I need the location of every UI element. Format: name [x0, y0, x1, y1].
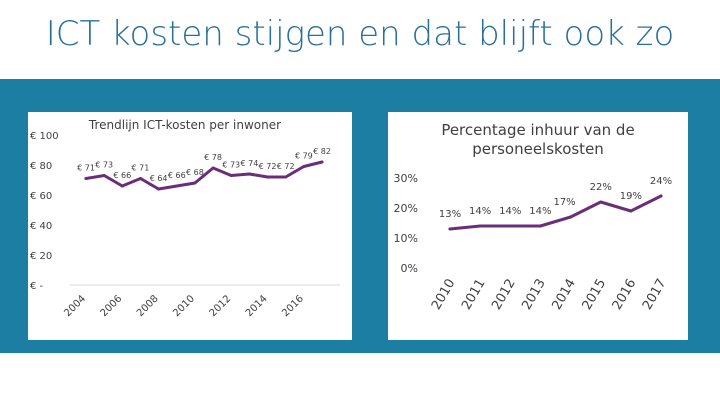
- data-point: [266, 175, 270, 179]
- hire-percentage-chart-panel: Percentage inhuur van de personeelskosten…: [388, 112, 688, 340]
- data-point: [157, 187, 161, 191]
- x-tick-label: 2011: [459, 277, 489, 313]
- y-tick-label: € 100: [30, 131, 59, 142]
- data-label: € 82: [313, 147, 331, 156]
- ict-cost-chart-panel: Trendlijn ICT-kosten per inwoner € - € 20…: [28, 112, 352, 340]
- x-tick-label: 2017: [640, 277, 670, 313]
- data-label: € 71: [77, 164, 95, 173]
- chart-title: Trendlijn ICT-kosten per inwoner: [88, 118, 281, 132]
- data-label: € 74: [240, 159, 258, 168]
- hire-percentage-chart: Percentage inhuur van de personeelskosten…: [394, 121, 673, 313]
- x-tick-label: 2014: [549, 277, 579, 313]
- data-label: 17%: [553, 197, 575, 208]
- data-point: [599, 200, 603, 204]
- y-tick-label: 10%: [394, 232, 418, 245]
- data-point: [538, 224, 542, 228]
- x-tick-label: 2008: [135, 293, 161, 319]
- y-tick-label: € 20: [30, 251, 52, 262]
- data-point: [211, 166, 215, 170]
- y-tick-label: 0%: [401, 262, 418, 275]
- data-point: [229, 174, 233, 177]
- data-point: [138, 177, 142, 180]
- y-tick-label: € 80: [30, 161, 52, 172]
- data-point: [193, 181, 197, 185]
- data-point: [284, 175, 288, 179]
- data-label: € 72: [277, 162, 295, 171]
- y-tick-label: 20%: [394, 202, 418, 215]
- y-tick-label: € 40: [30, 221, 52, 232]
- data-label: € 71: [132, 164, 150, 173]
- data-point: [478, 224, 482, 228]
- data-label: € 68: [186, 168, 204, 177]
- x-tick-label: 2012: [208, 293, 234, 319]
- data-label: € 73: [95, 161, 113, 170]
- data-point: [175, 184, 179, 188]
- data-point: [320, 160, 324, 164]
- x-tick-label: 2016: [610, 277, 640, 313]
- data-point: [508, 224, 512, 228]
- data-point: [302, 165, 306, 168]
- data-label: € 66: [168, 171, 186, 180]
- x-tick-label: 2010: [171, 293, 197, 319]
- x-tick-label: 2012: [489, 277, 519, 313]
- data-point: [247, 172, 251, 176]
- x-tick-label: 2006: [99, 293, 125, 319]
- series-line: [448, 194, 663, 231]
- data-point: [102, 174, 106, 177]
- data-point: [569, 215, 573, 219]
- data-label: € 64: [150, 174, 168, 183]
- y-tick-label: € 60: [30, 191, 52, 202]
- data-label: 13%: [439, 209, 461, 220]
- data-point: [120, 184, 124, 188]
- data-label: € 78: [204, 153, 222, 162]
- x-tick-label: 2014: [244, 293, 270, 319]
- data-label: 24%: [650, 176, 672, 187]
- x-tick-label: 2016: [280, 293, 306, 319]
- data-point: [84, 177, 88, 180]
- data-label: € 79: [295, 152, 313, 161]
- series-line: [84, 160, 324, 191]
- data-label: 14%: [529, 206, 551, 217]
- data-label: € 72: [259, 162, 277, 171]
- data-label: 19%: [620, 191, 642, 202]
- x-tick-label: 2004: [62, 293, 88, 319]
- data-label: 14%: [499, 206, 521, 217]
- data-label: 14%: [469, 206, 491, 217]
- y-tick-label: € -: [30, 281, 44, 292]
- data-point: [659, 194, 663, 198]
- page-title: ICT kosten stijgen en dat blijft ook zo: [45, 14, 675, 54]
- y-tick-label: 30%: [394, 172, 418, 185]
- x-tick-label: 2015: [580, 277, 610, 313]
- data-label: € 73: [222, 161, 240, 170]
- data-label: 22%: [590, 182, 612, 193]
- chart-title: Percentage inhuur van de personeelskosten: [441, 121, 634, 158]
- x-tick-label: 2013: [519, 277, 549, 313]
- ict-cost-chart: Trendlijn ICT-kosten per inwoner € - € 20…: [30, 118, 340, 319]
- data-point: [629, 209, 633, 213]
- data-point: [448, 227, 452, 231]
- data-label: € 66: [113, 171, 131, 180]
- x-tick-label: 2010: [429, 277, 459, 313]
